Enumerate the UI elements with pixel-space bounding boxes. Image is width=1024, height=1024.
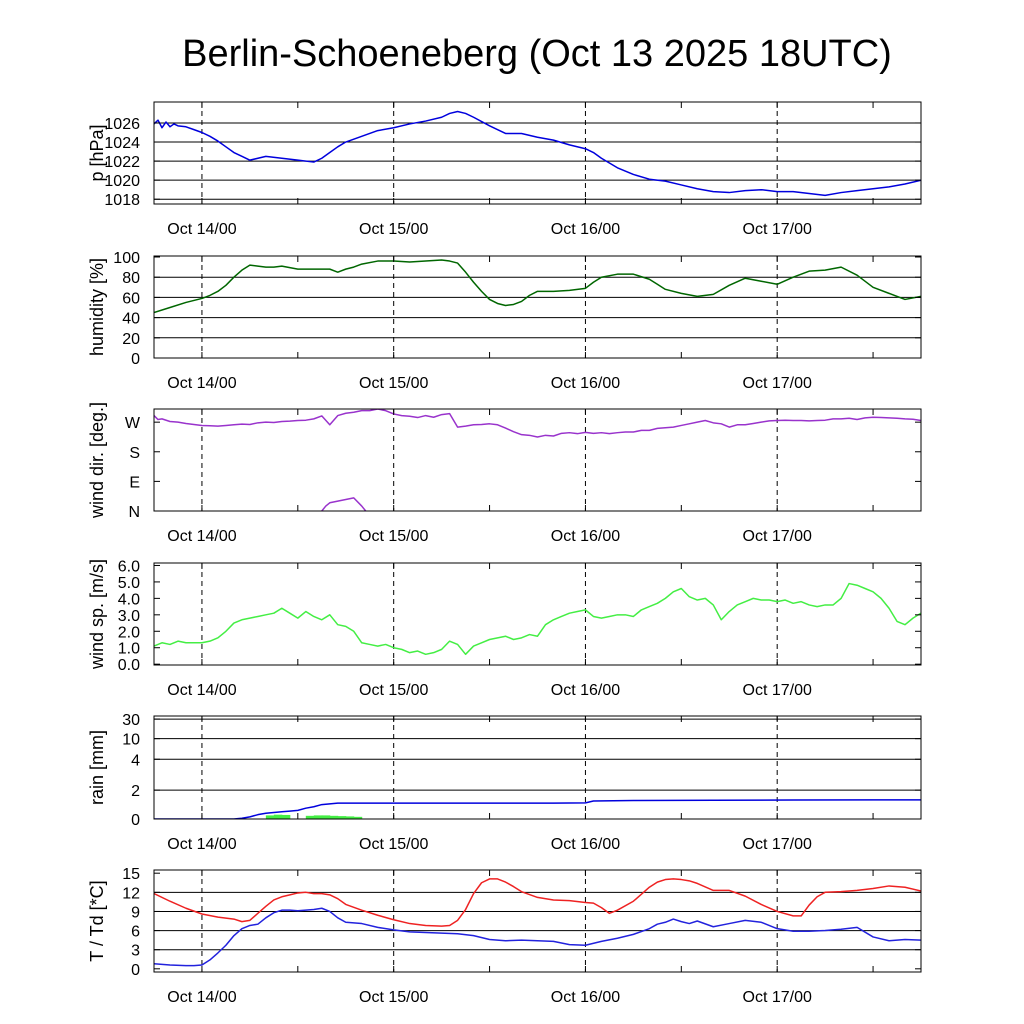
y-axis-label: T / Td [*C]	[87, 880, 107, 961]
x-tick-label: Oct 16/00	[551, 221, 620, 238]
y-tick-label: 0	[131, 962, 140, 979]
y-tick-label: W	[125, 415, 141, 432]
x-tick-label: Oct 17/00	[743, 989, 812, 1006]
x-tick-label: Oct 17/00	[743, 682, 812, 699]
y-tick-label: 30	[122, 712, 140, 729]
x-tick-label: Oct 17/00	[743, 836, 812, 853]
y-tick-label: 1024	[104, 135, 140, 152]
y-tick-label: 4.0	[118, 591, 140, 608]
rain-bar	[345, 816, 355, 819]
y-tick-label: 1022	[104, 154, 140, 171]
panel-wind_speed: 0.01.02.03.04.05.06.0 wind sp. [m/s] Oct 1…	[87, 558, 922, 699]
y-tick-label: 4	[131, 752, 140, 769]
y-tick-label: 60	[122, 290, 140, 307]
x-tick-label: Oct 14/00	[167, 989, 236, 1006]
plot-frame-rain	[153, 715, 922, 820]
y-tick-label: 0	[131, 351, 140, 368]
x-tick-label: Oct 15/00	[359, 682, 428, 699]
y-axis-label: p [hPa]	[87, 124, 107, 181]
series-line-wind_direction-1	[321, 497, 367, 511]
x-tick-label: Oct 16/00	[551, 375, 620, 392]
x-tick-label: Oct 14/00	[167, 221, 236, 238]
y-tick-label: 0	[131, 812, 140, 829]
series-line-wind_speed-0	[154, 582, 921, 656]
series-line-temperature-1	[154, 907, 921, 967]
x-tick-label: Oct 15/00	[359, 221, 428, 238]
rain-bar	[273, 814, 283, 819]
x-tick-label: Oct 16/00	[551, 528, 620, 545]
y-tick-label: 10	[122, 732, 140, 749]
y-axis-label: wind sp. [m/s]	[87, 559, 107, 670]
x-tick-label: Oct 15/00	[359, 989, 428, 1006]
y-tick-label: 1.0	[118, 641, 140, 658]
x-tick-label: Oct 16/00	[551, 682, 620, 699]
rain-bar	[329, 815, 339, 819]
x-tick-label: Oct 17/00	[743, 221, 812, 238]
y-tick-label: N	[128, 504, 140, 521]
plot-frame-wind_direction	[153, 408, 922, 512]
series-line-pressure-0	[154, 110, 921, 197]
y-tick-label: 1020	[104, 173, 140, 190]
x-tick-label: Oct 15/00	[359, 836, 428, 853]
x-tick-label: Oct 16/00	[551, 989, 620, 1006]
rain-bar	[265, 815, 275, 819]
chart-title: Berlin-Schoeneberg (Oct 13 2025 18UTC)	[182, 33, 892, 75]
y-tick-label: 3	[131, 943, 140, 960]
x-tick-label: Oct 14/00	[167, 682, 236, 699]
series-line-temperature-0	[154, 878, 921, 927]
y-axis-label: rain [mm]	[87, 730, 107, 805]
y-tick-label: 80	[122, 270, 140, 287]
y-tick-label: 6	[131, 924, 140, 941]
rain-bar	[353, 816, 363, 819]
series-line-rain-0	[154, 799, 921, 819]
x-tick-label: Oct 16/00	[551, 836, 620, 853]
rain-bar	[321, 815, 331, 819]
plot-frame-wind_speed	[153, 562, 922, 666]
y-tick-label: 2.0	[118, 624, 140, 641]
x-tick-label: Oct 15/00	[359, 528, 428, 545]
y-tick-label: S	[129, 445, 140, 462]
y-tick-label: 3.0	[118, 608, 140, 625]
y-tick-label: 9	[131, 904, 140, 921]
panel-humidity: 0 20 40 60 80 100 humidity [%] Oct 14/00 Oct 15/…	[87, 250, 922, 392]
panel-temperature: 0 3 6 9 12 15 T / Td [*C] Oct 14/00 Oct 15/00 Oct…	[87, 866, 922, 1006]
plot-frame-pressure	[153, 101, 922, 205]
plot-frame-humidity	[153, 255, 922, 359]
x-tick-label: Oct 14/00	[167, 528, 236, 545]
y-tick-label: E	[129, 474, 140, 491]
x-tick-label: Oct 14/00	[167, 836, 236, 853]
rain-bar	[305, 815, 315, 819]
series-line-humidity-0	[154, 259, 921, 314]
y-tick-label: 20	[122, 331, 140, 348]
series-line-wind_direction-0	[154, 409, 921, 438]
y-tick-label: 100	[113, 250, 140, 267]
y-tick-label: 15	[122, 866, 140, 883]
y-axis-label: humidity [%]	[87, 258, 107, 356]
x-tick-label: Oct 15/00	[359, 375, 428, 392]
rain-bar	[313, 815, 323, 819]
y-tick-label: 40	[122, 311, 140, 328]
y-axis-label: wind dir. [deg.]	[87, 402, 107, 519]
y-tick-label: 1026	[104, 116, 140, 133]
panel-rain: 0 2 4 10 30 rain [mm] Oct 14/00 Oct 15/00 Oct 16…	[87, 712, 922, 853]
y-tick-label: 5.0	[118, 575, 140, 592]
x-tick-label: Oct 14/00	[167, 375, 236, 392]
plot-frame-temperature	[153, 869, 922, 973]
rain-bar	[281, 814, 291, 819]
y-tick-label: 0.0	[118, 657, 140, 674]
x-tick-label: Oct 17/00	[743, 375, 812, 392]
y-tick-label: 1018	[104, 192, 140, 209]
y-tick-label: 12	[122, 885, 140, 902]
y-tick-label: 6.0	[118, 558, 140, 575]
y-tick-label: 2	[131, 783, 140, 800]
x-tick-label: Oct 17/00	[743, 528, 812, 545]
rain-bar	[337, 816, 347, 819]
